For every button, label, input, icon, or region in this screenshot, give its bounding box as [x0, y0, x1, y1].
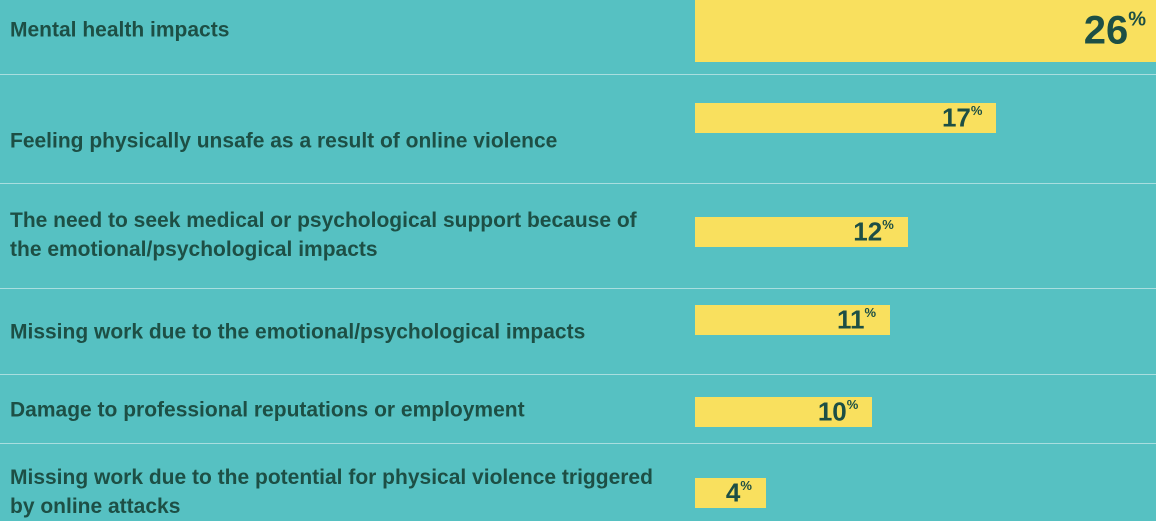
value-label: 4%	[725, 477, 752, 508]
value-label: 26%	[1083, 8, 1146, 53]
category-label: Mental health impacts	[10, 18, 230, 42]
category-label: Missing work due to the potential for ph…	[10, 466, 653, 518]
separator	[0, 288, 1156, 289]
bar: 11%	[695, 304, 891, 335]
bar: 10%	[695, 396, 873, 427]
bar: 4%	[695, 478, 766, 508]
separator	[0, 374, 1156, 375]
bar: 26%	[695, 0, 1156, 62]
value-label: 12%	[853, 216, 894, 247]
category-label: Damage to professional reputations or em…	[10, 398, 525, 422]
category-label: Feeling physically unsafe as a result of…	[10, 129, 558, 153]
bar: 17%	[695, 102, 997, 133]
value-label: 17%	[941, 102, 983, 133]
value-label: 11%	[836, 304, 877, 335]
separator	[0, 183, 1156, 184]
category-label: The need to seek medical or psychologica…	[10, 209, 637, 261]
bar: 12%	[695, 217, 908, 247]
category-label: Missing work due to the emotional/psycho…	[10, 320, 586, 344]
separator	[0, 443, 1156, 444]
value-label: 10%	[817, 396, 859, 427]
separator	[0, 74, 1156, 75]
